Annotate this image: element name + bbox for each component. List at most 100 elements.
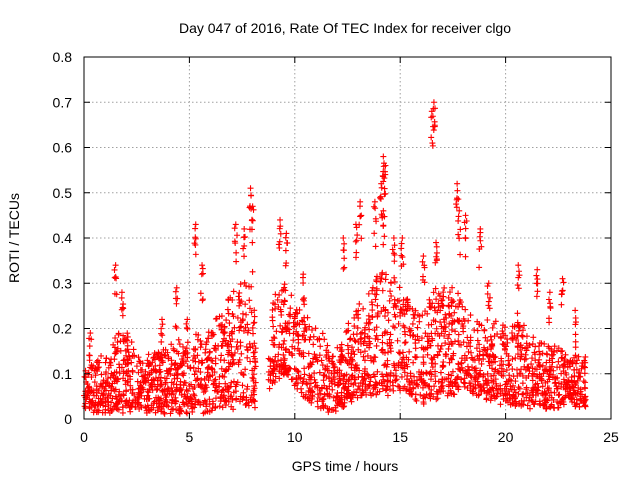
data-point — [575, 390, 582, 397]
data-point — [172, 394, 179, 401]
data-point — [239, 316, 246, 323]
data-point — [127, 408, 134, 415]
data-point — [204, 356, 211, 363]
data-point — [168, 357, 175, 364]
data-point — [299, 332, 306, 339]
data-point — [135, 354, 142, 361]
data-point — [249, 203, 256, 210]
data-point — [399, 349, 406, 356]
data-point — [494, 331, 501, 338]
data-point — [265, 355, 272, 362]
data-point — [444, 335, 451, 342]
data-point — [477, 384, 484, 391]
data-point — [282, 262, 289, 269]
data-point — [105, 398, 112, 405]
data-point — [160, 409, 167, 416]
data-point — [354, 324, 361, 331]
data-point — [431, 304, 438, 311]
data-point — [548, 394, 555, 401]
data-point — [396, 284, 403, 291]
data-point — [206, 348, 213, 355]
data-point — [193, 331, 200, 338]
data-point — [151, 350, 158, 357]
data-point — [448, 340, 455, 347]
data-point — [112, 393, 119, 400]
data-point — [438, 330, 445, 337]
data-point — [311, 351, 318, 358]
data-point — [324, 405, 331, 412]
data-point — [387, 373, 394, 380]
data-point — [484, 370, 491, 377]
data-point — [351, 337, 358, 344]
data-point — [543, 350, 550, 357]
data-point — [434, 352, 441, 359]
data-point — [234, 346, 241, 353]
data-point — [246, 305, 253, 312]
data-point — [414, 333, 421, 340]
data-point — [582, 403, 589, 410]
data-point — [192, 346, 199, 353]
data-point — [550, 374, 557, 381]
data-point — [206, 372, 213, 379]
data-point — [395, 320, 402, 327]
data-point — [346, 336, 353, 343]
data-point — [302, 394, 309, 401]
data-point — [131, 391, 138, 398]
data-point — [407, 370, 414, 377]
data-point — [221, 357, 228, 364]
data-point — [419, 273, 426, 280]
data-point — [391, 278, 398, 285]
data-point — [225, 351, 232, 358]
data-point — [438, 383, 445, 390]
data-point — [518, 366, 525, 373]
data-point — [383, 383, 390, 390]
data-point — [172, 295, 179, 302]
data-point — [499, 322, 506, 329]
data-point — [428, 134, 435, 141]
data-point — [569, 379, 576, 386]
data-point — [191, 392, 198, 399]
data-point — [343, 329, 350, 336]
data-point — [297, 374, 304, 381]
data-point — [324, 392, 331, 399]
data-point — [398, 263, 405, 270]
data-point — [512, 398, 519, 405]
data-point — [112, 262, 119, 269]
data-point — [190, 364, 197, 371]
data-point — [156, 403, 163, 410]
data-point — [361, 357, 368, 364]
data-point — [138, 389, 145, 396]
data-point — [301, 321, 308, 328]
data-point — [277, 363, 284, 370]
data-point — [247, 358, 254, 365]
data-point — [162, 396, 169, 403]
data-point — [154, 352, 161, 359]
data-point — [357, 392, 364, 399]
data-point — [168, 399, 175, 406]
data-point — [199, 296, 206, 303]
data-point — [340, 380, 347, 387]
data-point — [373, 342, 380, 349]
data-point — [314, 384, 321, 391]
data-point — [295, 339, 302, 346]
data-point — [536, 351, 543, 358]
x-tick-label: 15 — [392, 429, 408, 445]
data-point — [476, 391, 483, 398]
data-point — [129, 368, 136, 375]
data-point — [204, 369, 211, 376]
data-point — [141, 395, 148, 402]
data-point — [145, 351, 152, 358]
data-point — [493, 380, 500, 387]
data-point — [430, 99, 437, 106]
data-point — [111, 369, 118, 376]
data-point — [124, 346, 131, 353]
data-point — [120, 305, 127, 312]
data-point — [278, 299, 285, 306]
data-point — [578, 365, 585, 372]
data-point — [529, 355, 536, 362]
data-point — [272, 305, 279, 312]
data-point — [528, 361, 535, 368]
data-point — [410, 331, 417, 338]
data-point — [356, 300, 363, 307]
data-point — [514, 366, 521, 373]
